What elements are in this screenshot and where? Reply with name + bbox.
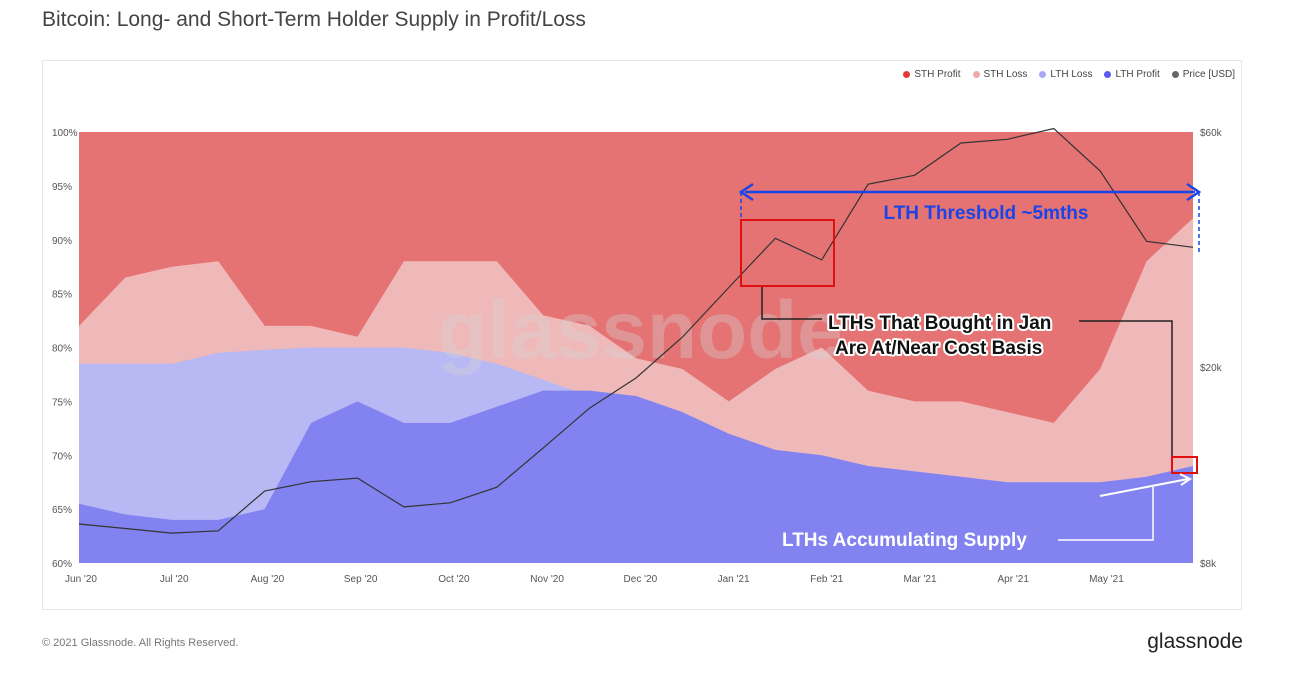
x-tick-label: Nov '20 [530, 574, 564, 585]
x-tick-label: May '21 [1089, 574, 1124, 585]
y-left-tick-label: 100% [52, 128, 78, 139]
lth-accum-box [1171, 456, 1198, 474]
jan-callout-line1: LTHs That Bought in Jan [828, 313, 1051, 334]
lth-accum-callout-line [1058, 487, 1154, 541]
legend-label-lth-profit: LTH Profit [1115, 69, 1160, 80]
chart-frame [42, 60, 1242, 610]
legend-dot-lth-profit [1104, 71, 1112, 78]
jan-callout-right-line [1079, 320, 1173, 457]
x-tick-label: Jan '21 [718, 574, 750, 585]
chart-legend: STH Profit STH Loss LTH Loss LTH Profit … [903, 69, 1235, 80]
chart-watermark: glassnode [437, 285, 843, 376]
legend-label-price: Price [USD] [1182, 69, 1235, 80]
x-tick-label: Jul '20 [160, 574, 189, 585]
x-tick-label: Jun '20 [65, 574, 97, 585]
legend-item-lth-profit[interactable]: LTH Profit [1104, 69, 1160, 80]
y-left-tick-label: 60% [52, 559, 72, 570]
y-right-tick-label: $20k [1200, 363, 1223, 374]
legend-dot-sth-loss [972, 71, 980, 78]
x-tick-label: Sep '20 [344, 574, 378, 585]
lth-accum-arrow-head [1179, 473, 1192, 486]
y-right-tick-label: $8k [1200, 559, 1217, 570]
legend-item-price[interactable]: Price [USD] [1171, 69, 1235, 80]
lth-accum-label: LTHs Accumulating Supply [782, 530, 1027, 551]
x-tick-label: Feb '21 [810, 574, 843, 585]
legend-item-sth-profit[interactable]: STH Profit [903, 69, 961, 80]
area-lth-profit [79, 390, 1193, 563]
x-tick-label: Mar '21 [903, 574, 936, 585]
threshold-label: LTH Threshold ~5mths [884, 203, 1089, 224]
x-tick-label: Apr '21 [998, 574, 1030, 585]
x-tick-label: Oct '20 [438, 574, 470, 585]
jan-callout-line [761, 287, 822, 320]
lth-accum-arrow [1099, 478, 1189, 497]
legend-dot-sth-profit [903, 71, 911, 78]
y-left-tick-label: 70% [52, 451, 72, 462]
legend-dot-lth-loss [1039, 71, 1047, 78]
y-left-tick-label: 90% [52, 236, 72, 247]
y-left-tick-label: 95% [52, 182, 72, 193]
y-right-tick-label: $60k [1200, 128, 1223, 139]
footer-copyright: © 2021 Glassnode. All Rights Reserved. [42, 637, 239, 649]
y-left-tick-label: 85% [52, 290, 72, 301]
y-left-tick-label: 80% [52, 344, 72, 355]
jan-callout-line2: Are At/Near Cost Basis [835, 338, 1042, 359]
legend-label-sth-loss: STH Loss [983, 69, 1028, 80]
y-left-tick-label: 75% [52, 397, 72, 408]
jan-highlight-box [740, 219, 835, 287]
x-tick-label: Aug '20 [251, 574, 285, 585]
legend-item-lth-loss[interactable]: LTH Loss [1039, 69, 1092, 80]
legend-label-lth-loss: LTH Loss [1050, 69, 1093, 80]
legend-item-sth-loss[interactable]: STH Loss [972, 69, 1028, 80]
page-title: Bitcoin: Long- and Short-Term Holder Sup… [42, 8, 586, 31]
legend-dot-price [1171, 71, 1179, 78]
x-tick-label: Dec '20 [624, 574, 658, 585]
legend-label-sth-profit: STH Profit [914, 69, 961, 80]
price-line [78, 127, 1194, 534]
footer-logo[interactable]: glassnode [1147, 630, 1243, 653]
y-left-tick-label: 65% [52, 505, 72, 516]
